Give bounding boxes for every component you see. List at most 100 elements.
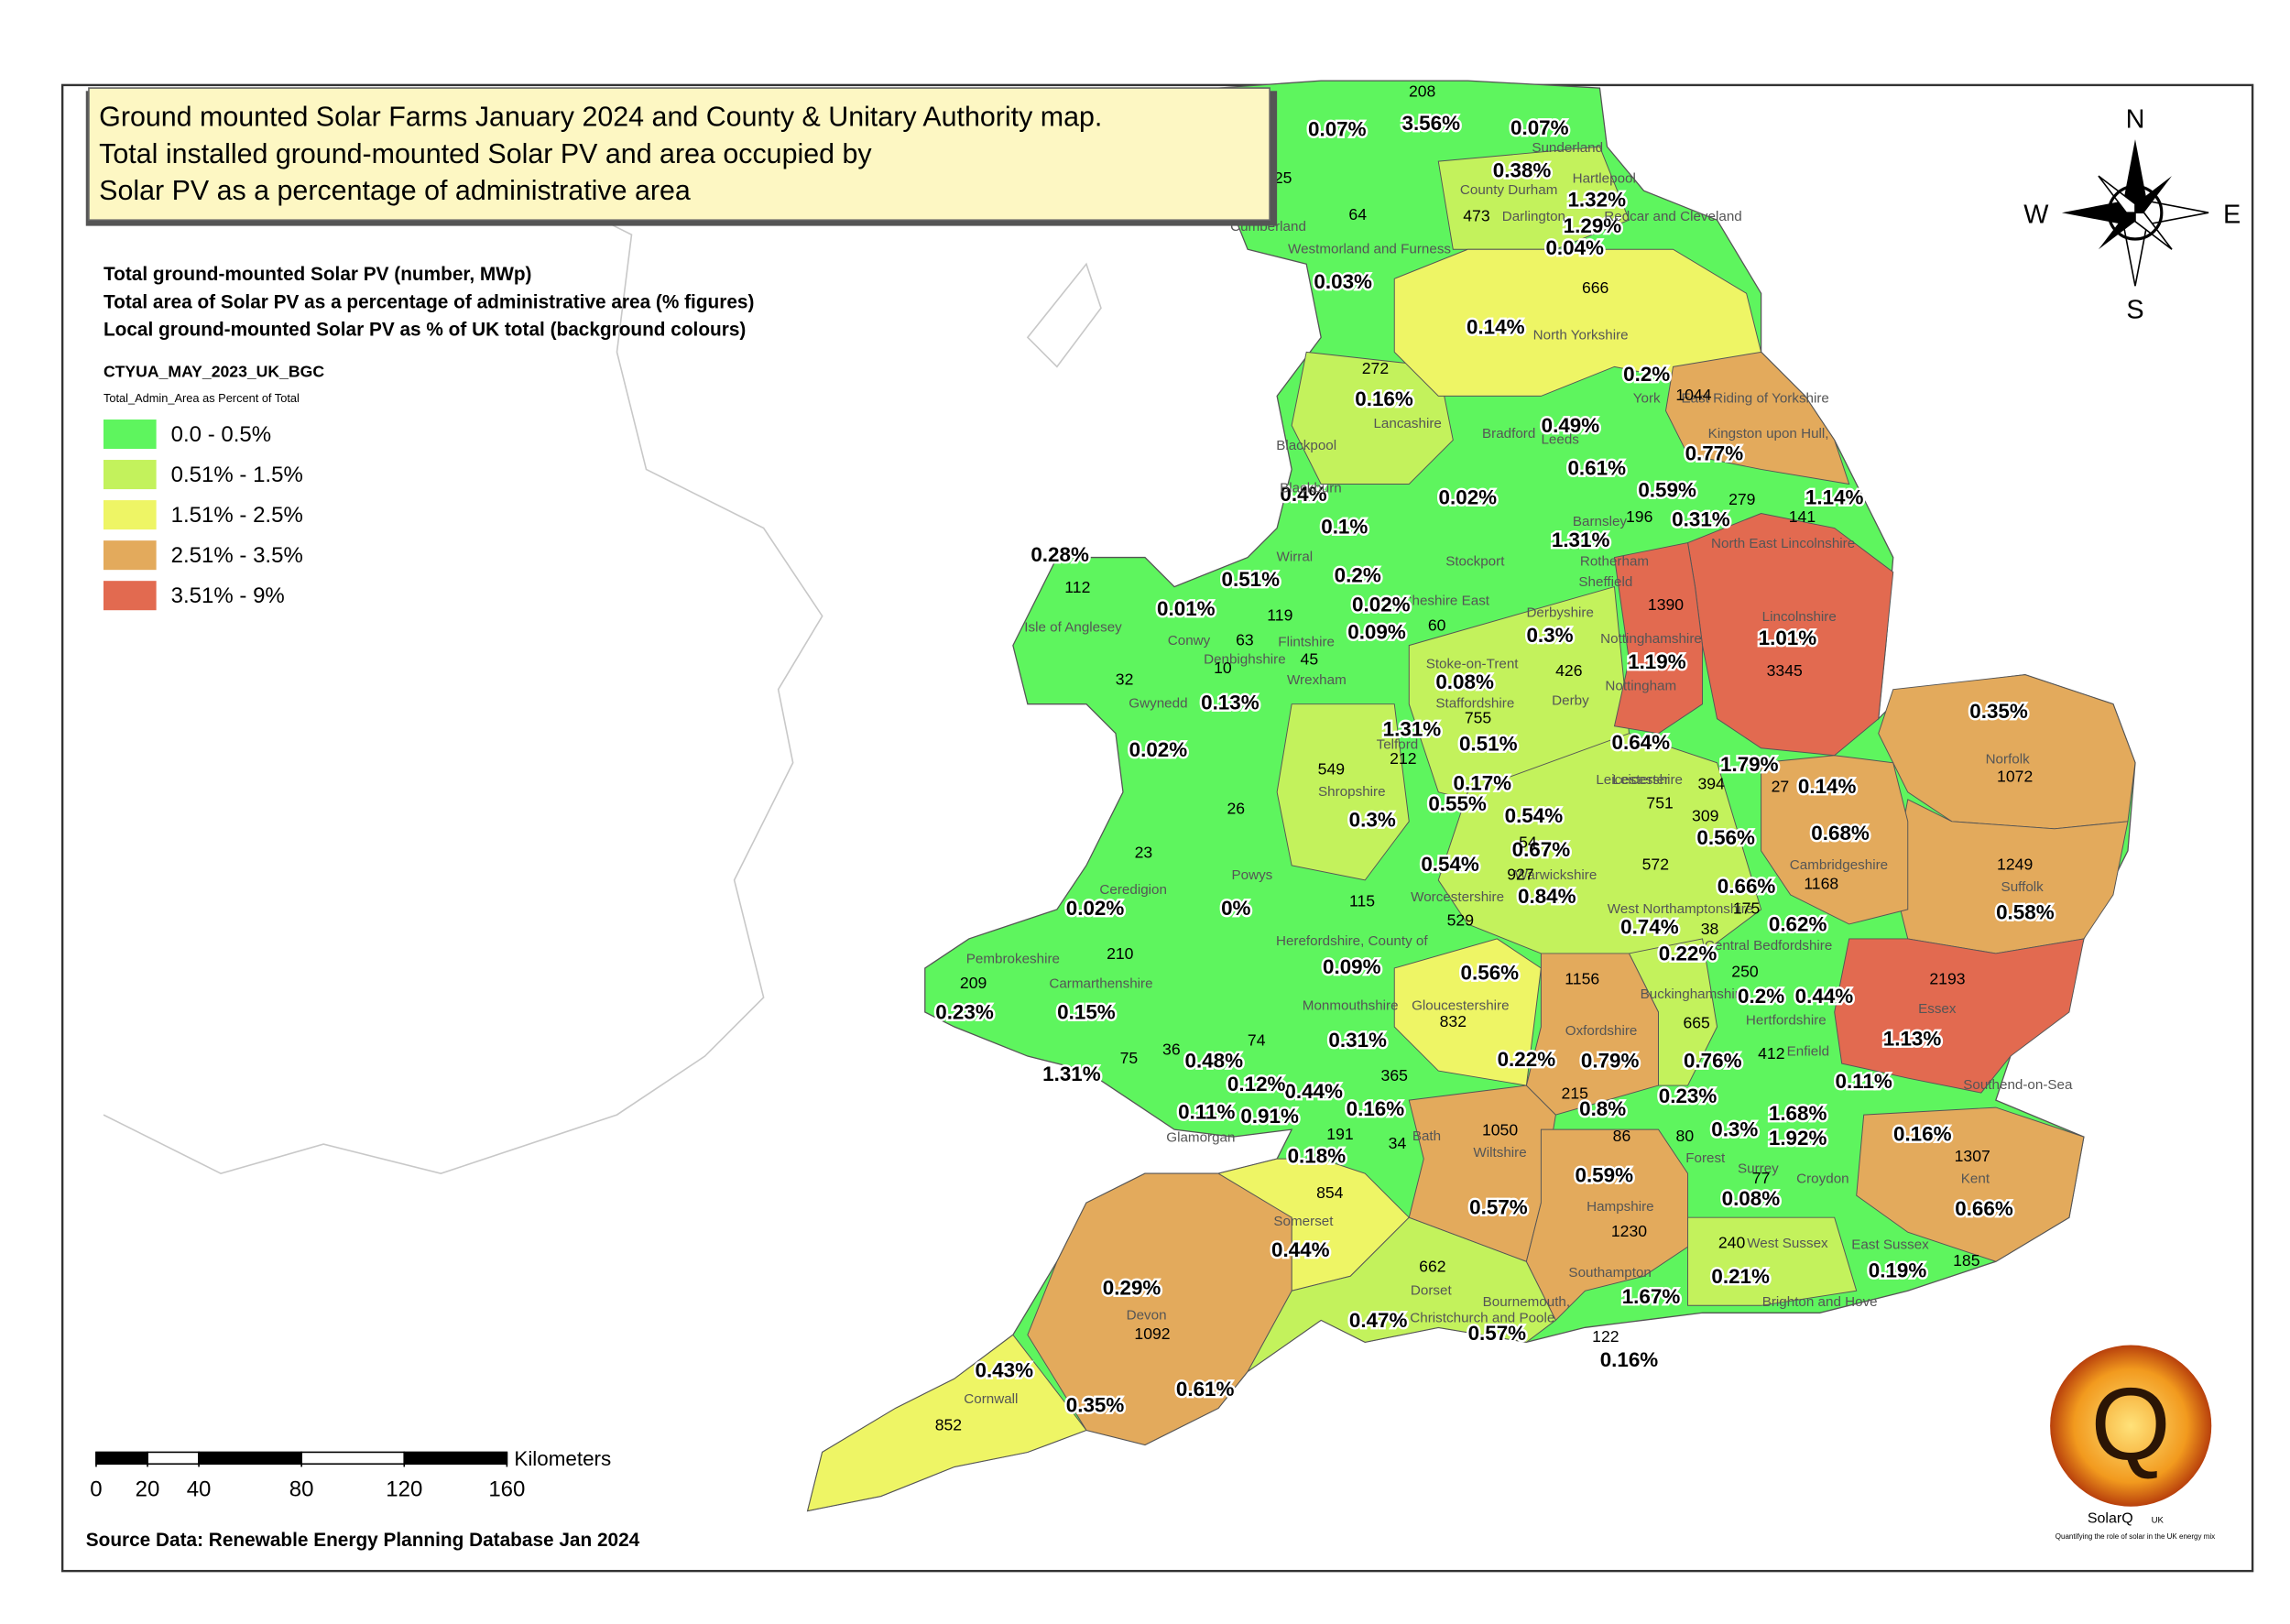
pct-label: 0.17% (1454, 772, 1512, 795)
region-mwp: 755 (1465, 708, 1492, 726)
region-pct: 0.02% (1129, 738, 1188, 761)
scale-segment (300, 1451, 406, 1466)
region-pct: 0.23% (935, 1001, 994, 1024)
compass-e: E (2223, 200, 2241, 229)
region-mwp: 751 (1646, 793, 1673, 812)
place-name: Rotherham (1580, 553, 1649, 569)
pct-label: 0.62% (1769, 912, 1827, 935)
region-pct: 0.08% (1722, 1187, 1781, 1210)
mwp-label: 394 (1697, 774, 1725, 792)
region-pct: 0.68% (1811, 822, 1870, 845)
region (1027, 1172, 1292, 1445)
place-name: Bath (1412, 1128, 1441, 1144)
region-pct: 0.84% (1518, 885, 1576, 908)
region-mwp: 77 (1752, 1169, 1771, 1187)
region-name: Dorset (1411, 1282, 1453, 1298)
region-pct: 0.44% (1795, 985, 1854, 1008)
region (1613, 541, 1704, 735)
place-name: Southampton (1568, 1265, 1651, 1281)
place-name: Derby (1552, 693, 1589, 709)
region-pct: 0.56% (1461, 961, 1520, 984)
region (1834, 938, 2085, 1094)
legend-heading: Total ground-mounted Solar PV (number, M… (104, 264, 532, 285)
place-name: Leeds (1541, 431, 1579, 447)
pct-label: 0.23% (1659, 1084, 1718, 1107)
pct-label: 0.22% (1498, 1048, 1556, 1071)
scale-segment (147, 1451, 200, 1466)
region-name: Gwynedd (1129, 696, 1187, 712)
pct-label: 1.32% (1567, 188, 1626, 211)
title-line: Total installed ground-mounted Solar PV … (99, 138, 872, 169)
region-name: Somerset (1273, 1214, 1334, 1229)
region-pct: 1.01% (1759, 627, 1817, 649)
region-pct: 0.76% (1684, 1049, 1742, 1072)
region (1437, 146, 1630, 250)
legend-label: 3.51% - 9% (171, 583, 285, 608)
title-box: Ground mounted Solar Farms January 2024 … (85, 87, 1278, 226)
region (1761, 755, 1909, 925)
mwp-label: 279 (1728, 490, 1755, 508)
pct-label: 0.44% (1284, 1080, 1343, 1103)
region-pct: 0.66% (1955, 1197, 2013, 1220)
region-name: Carmarthenshire (1049, 976, 1152, 992)
region-name: Lancashire (1373, 416, 1441, 431)
region-pct: 0.14% (1467, 316, 1525, 339)
scale-segment (403, 1451, 508, 1466)
place-name: Stockport (1445, 553, 1505, 569)
region-name: Staffordshire (1435, 696, 1514, 712)
pct-label: 0.12% (1227, 1073, 1286, 1095)
pct-label: 1.67% (1622, 1285, 1681, 1308)
compass-n: N (2126, 104, 2145, 134)
region-mwp: 666 (1582, 278, 1609, 297)
mwp-label: 45 (1301, 649, 1319, 668)
region-mwp: 115 (1349, 892, 1375, 910)
region-name: Buckinghamshire (1641, 986, 1748, 1002)
mwp-label: 141 (1789, 507, 1816, 526)
scale-tick-label: 40 (187, 1477, 212, 1501)
region-mwp: 1072 (1997, 767, 2033, 785)
region-pct: 0.16% (1355, 387, 1413, 410)
region-mwp: 210 (1107, 944, 1134, 963)
region-mwp: 473 (1463, 207, 1490, 225)
region-pct: 0.03% (1314, 270, 1372, 293)
pct-label: 0.2% (1623, 363, 1670, 386)
region-mwp: 426 (1555, 661, 1583, 680)
region-name: Powys (1232, 867, 1273, 883)
region (1525, 953, 1659, 1116)
mwp-label: 38 (1701, 920, 1719, 938)
region-pct: 0.64% (1612, 731, 1671, 754)
pct-label: 0.22% (1659, 942, 1718, 965)
region-name: West Northamptonshire (1608, 901, 1753, 917)
region-pct: 0.29% (1103, 1277, 1161, 1300)
region-pct: 0.02% (1066, 897, 1125, 920)
region-mwp: 32 (1116, 670, 1134, 689)
region-name: Westmorland and Furness (1288, 241, 1451, 256)
scale-tick-label: 80 (289, 1477, 314, 1501)
place-name: Bradford (1482, 426, 1535, 441)
scale-tick-label: 160 (488, 1477, 525, 1501)
place-name: Bournemouth, (1483, 1294, 1571, 1310)
region-name: Isle of Anglesey (1024, 619, 1122, 635)
region-pct: 0.43% (975, 1358, 1033, 1381)
title-panel (88, 87, 1270, 222)
logo-mark: Q (2091, 1367, 2171, 1481)
legend-swatch (103, 460, 157, 490)
region-pct: 0.3% (1526, 624, 1573, 647)
region-pct: 0.51% (1459, 732, 1518, 755)
legend-swatch (103, 500, 157, 530)
source: Source Data: Renewable Energy Planning D… (86, 1530, 640, 1551)
region-pct: 0.15% (1057, 1001, 1116, 1024)
place-name: York (1633, 391, 1661, 407)
region-name: Derbyshire (1526, 605, 1594, 620)
legend-swatch (103, 581, 157, 611)
region-name: Worcestershire (1411, 889, 1504, 905)
pct-label: 1.14% (1805, 485, 1864, 508)
pct-label: 0.16% (1600, 1348, 1659, 1371)
legend-label: 0.51% - 1.5% (171, 463, 303, 487)
legend-swatch (103, 540, 157, 571)
place-name: Kingston upon Hull, (1708, 426, 1829, 441)
region (1687, 1216, 1858, 1306)
pct-label: 0.07% (1510, 116, 1569, 139)
logo-suffix: UK (2152, 1515, 2165, 1525)
